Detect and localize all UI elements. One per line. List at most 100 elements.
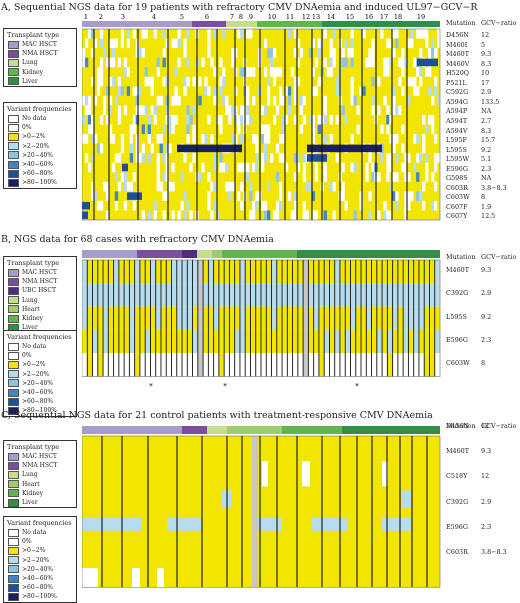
heatmap-cell — [218, 260, 225, 284]
heatmap-cell — [293, 200, 298, 211]
transplant-bar-segment — [257, 21, 322, 27]
heatmap-cell — [162, 57, 166, 68]
heatmap-cell — [323, 105, 327, 115]
panel-a-legend-transplant: Transplant type MAC HSCT NMA HSCT Lung K… — [3, 28, 77, 87]
heatmap-cell — [290, 67, 295, 77]
heatmap-cell — [92, 329, 98, 354]
heatmap-cell — [192, 124, 196, 135]
heatmap-cell — [249, 181, 253, 192]
heatmap-cell — [376, 329, 383, 354]
heatmap-cell — [293, 95, 298, 106]
heatmap-cell — [368, 153, 372, 163]
heatmap-cell — [353, 162, 357, 173]
heatmap-cell — [240, 29, 244, 39]
heatmap-cell — [225, 105, 229, 115]
heatmap-cell — [350, 57, 354, 68]
heatmap-cell — [425, 172, 429, 182]
heatmap-cell — [371, 162, 375, 173]
heatmap-cell — [207, 200, 211, 211]
heatmap-cell — [204, 76, 208, 87]
legend-item-80-100: >80−100% — [4, 178, 76, 187]
heatmap-cell — [371, 76, 375, 87]
heatmap-cell — [153, 29, 157, 39]
heatmap-cell — [361, 353, 367, 377]
heatmap-cell — [386, 114, 390, 125]
heatmap-cell — [437, 29, 441, 39]
heatmap-cell — [155, 329, 162, 354]
heatmap-cell — [329, 353, 335, 377]
heatmap-cell — [141, 48, 145, 58]
heatmap-cell — [219, 76, 223, 87]
heatmap-cell — [240, 181, 244, 192]
heatmap-cell — [82, 134, 86, 144]
heatmap-cell — [395, 38, 399, 49]
heatmap-cell — [171, 124, 175, 135]
heatmap-cell — [395, 191, 399, 201]
heatmap-cell — [219, 124, 223, 135]
heatmap-cell — [240, 67, 244, 77]
mutation-label: P521L — [446, 78, 467, 87]
heatmap-cell — [99, 29, 104, 39]
heatmap-cell — [293, 48, 298, 58]
heatmap-cell — [165, 172, 169, 182]
heatmap-cell — [240, 105, 244, 115]
heatmap-cell — [416, 191, 420, 201]
heatmap-cell — [353, 95, 357, 106]
heatmap-cell — [82, 283, 88, 307]
heatmap-cell — [311, 86, 315, 96]
heatmap-cell — [108, 105, 113, 115]
mutation-label: L595W — [446, 155, 470, 164]
heatmap-cell — [389, 134, 393, 144]
heatmap-cell — [82, 517, 142, 531]
heatmap-cell — [171, 283, 177, 307]
heatmap-cell — [219, 162, 223, 173]
heatmap-cell — [404, 162, 408, 173]
legend-item-20-40: >20−40% — [4, 565, 76, 574]
heatmap-cell — [424, 283, 430, 307]
heatmap-cell — [425, 67, 429, 77]
heatmap-cell — [275, 210, 280, 220]
heatmap-cell — [108, 283, 114, 307]
heatmap-cell — [275, 172, 280, 182]
heatmap-cell — [296, 38, 301, 49]
heatmap-cell — [237, 114, 241, 125]
heatmap-cell — [287, 105, 292, 115]
heatmap-cell — [287, 353, 293, 377]
transplant-bar-segment — [222, 250, 297, 258]
heatmap-cell — [156, 95, 160, 106]
heatmap-cell — [395, 153, 399, 163]
heatmap-cell — [261, 353, 267, 377]
heatmap-cell — [82, 95, 86, 106]
heatmap-cell — [96, 67, 101, 77]
transplant-bar-segment — [226, 21, 257, 27]
heatmap-cell — [302, 162, 307, 173]
heatmap-cell — [228, 191, 232, 201]
legend-item-mac: MAC HSCT — [4, 268, 76, 277]
heatmap-cell — [416, 86, 420, 96]
heatmap-cell — [197, 306, 204, 330]
heatmap-cell — [246, 95, 250, 106]
heatmap-cell — [413, 134, 417, 144]
heatmap-cell — [437, 153, 441, 163]
legend-item-nma: NMA HSCT — [4, 461, 76, 470]
heatmap-cell — [150, 283, 156, 307]
heatmap-cell — [422, 143, 426, 154]
heatmap-cell — [97, 306, 104, 330]
heatmap-cell — [292, 306, 299, 330]
heatmap-cell — [402, 490, 412, 508]
heatmap-cell — [380, 153, 384, 163]
heatmap-cell — [255, 260, 262, 284]
heatmap-cell — [219, 86, 223, 96]
legend-item-mac: MAC HSCT — [4, 40, 76, 49]
heatmap-cell — [139, 283, 146, 307]
heatmap-cell — [135, 153, 139, 163]
heatmap-cell — [284, 162, 289, 173]
mutation-label: A594P — [446, 107, 468, 116]
heatmap-cell — [245, 306, 251, 330]
heatmap-cell — [246, 114, 250, 125]
heatmap-cell — [413, 329, 420, 354]
heatmap-cell — [245, 329, 251, 354]
heatmap-cell — [368, 57, 372, 68]
heatmap-cell — [386, 57, 390, 68]
heatmap-cell — [311, 210, 315, 220]
